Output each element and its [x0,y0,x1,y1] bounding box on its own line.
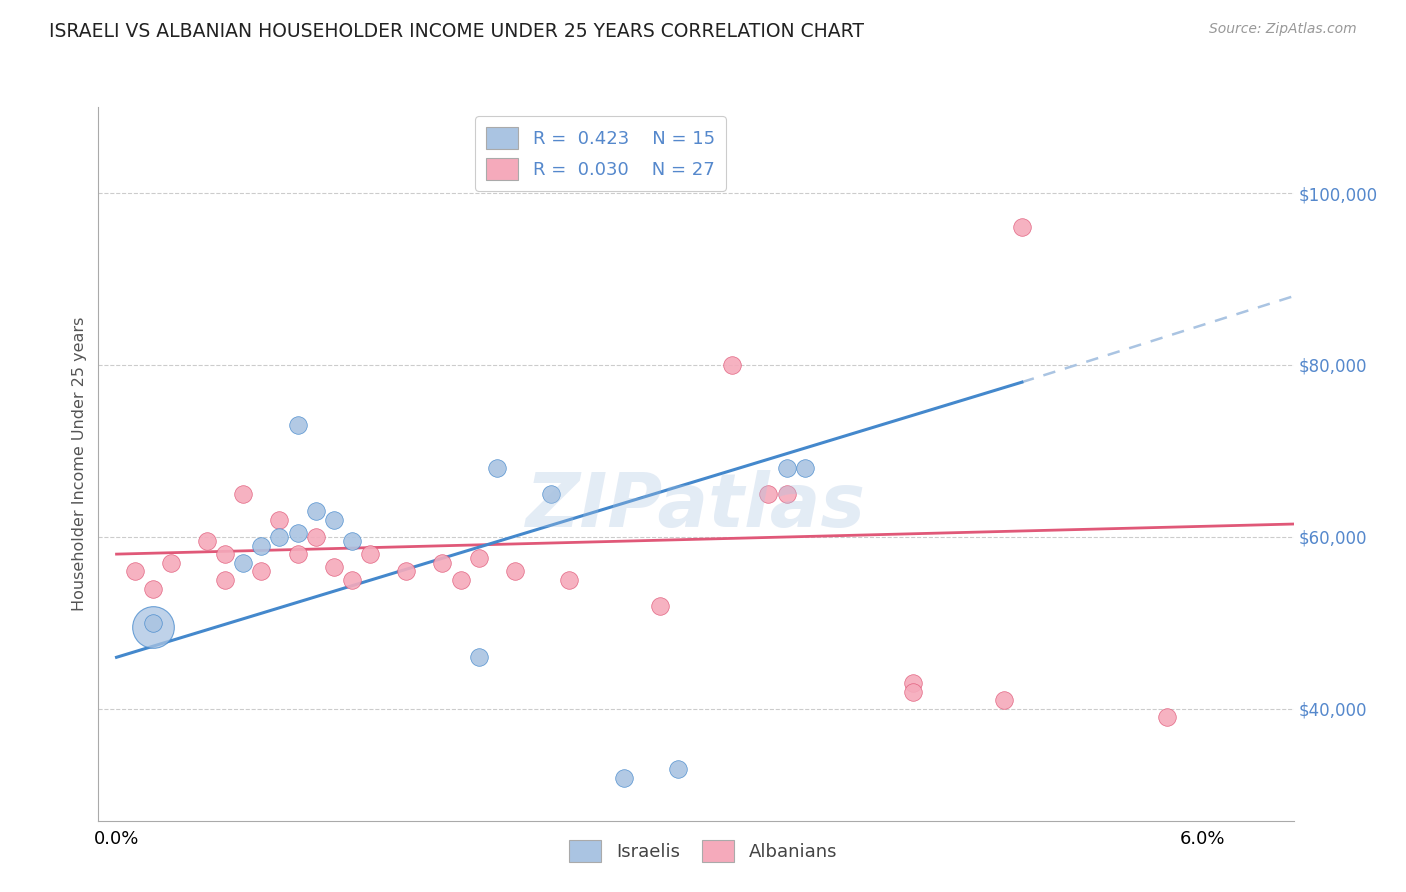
Point [758,487,780,501]
Point [903,676,925,690]
Point [775,461,797,475]
Point [340,534,363,549]
Point [467,551,489,566]
Point [612,771,634,785]
Point [1156,710,1178,724]
Point [287,418,309,433]
Point [142,615,165,630]
Point [467,650,489,665]
Point [450,573,472,587]
Point [305,504,328,518]
Point [250,539,273,553]
Point [721,358,744,372]
Point [666,762,689,776]
Point [287,547,309,561]
Point [269,530,291,544]
Point [558,573,581,587]
Point [395,564,418,578]
Y-axis label: Householder Income Under 25 years: Householder Income Under 25 years [72,317,87,611]
Point [160,556,183,570]
Point [287,525,309,540]
Point [648,599,671,613]
Point [305,530,328,544]
Legend: R =  0.423    N = 15, R =  0.030    N = 27: R = 0.423 N = 15, R = 0.030 N = 27 [475,116,725,191]
Point [322,560,344,574]
Legend: Israelis, Albanians: Israelis, Albanians [562,833,844,870]
Point [269,513,291,527]
Point [124,564,146,578]
Point [142,582,165,596]
Point [503,564,526,578]
Text: ISRAELI VS ALBANIAN HOUSEHOLDER INCOME UNDER 25 YEARS CORRELATION CHART: ISRAELI VS ALBANIAN HOUSEHOLDER INCOME U… [49,22,865,41]
Point [340,573,363,587]
Point [214,573,236,587]
Point [485,461,508,475]
Point [1011,220,1033,235]
Point [250,564,273,578]
Text: ZIPatlas: ZIPatlas [526,470,866,543]
Point [793,461,815,475]
Point [322,513,344,527]
Text: Source: ZipAtlas.com: Source: ZipAtlas.com [1209,22,1357,37]
Point [432,556,454,570]
Point [993,693,1015,707]
Point [903,684,925,698]
Point [232,556,254,570]
Point [359,547,381,561]
Point [232,487,254,501]
Point [142,620,165,634]
Point [540,487,562,501]
Point [214,547,236,561]
Point [195,534,218,549]
Point [775,487,797,501]
